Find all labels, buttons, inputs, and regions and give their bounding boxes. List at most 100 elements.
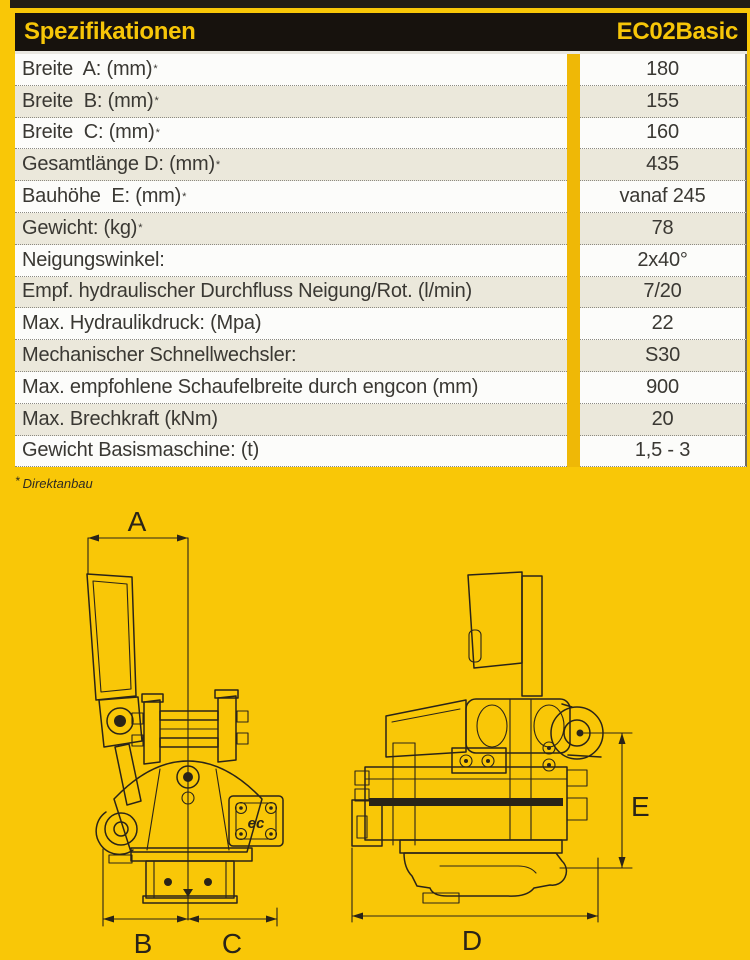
dim-label-e: E xyxy=(631,791,650,822)
spec-label: Max. Brechkraft (kNm) xyxy=(22,407,218,430)
dim-label-d: D xyxy=(462,925,482,956)
spec-value-cell: 155 xyxy=(580,85,747,118)
brand-logo-text: ec xyxy=(248,815,265,832)
spec-label-cell: Max. Hydraulikdruck: (Mpa) xyxy=(15,308,567,341)
spec-value: 180 xyxy=(646,57,679,80)
table-row: Breite A: (mm) * 180 xyxy=(15,54,747,86)
spec-label-cell: Bauhöhe E: (mm) * xyxy=(15,181,567,213)
spec-value: 435 xyxy=(646,153,679,176)
spec-value-cell: 7/20 xyxy=(580,276,747,309)
spec-value-cell: 1,5 - 3 xyxy=(580,435,747,468)
header-divider xyxy=(15,51,747,54)
spec-value: 22 xyxy=(651,312,674,335)
spec-value: 20 xyxy=(651,407,674,430)
top-border-band xyxy=(10,0,750,8)
spec-label-cell: Breite A: (mm) * xyxy=(15,54,567,86)
spec-value-cell: S30 xyxy=(580,340,747,372)
spec-value-cell: 900 xyxy=(580,371,747,404)
specification-table: Spezifikationen EC02Basic Breite A: (mm)… xyxy=(15,13,747,468)
model-name: EC02Basic xyxy=(616,18,739,45)
spec-label-cell: Max. empfohlene Schaufelbreite durch eng… xyxy=(15,371,567,404)
spec-label-cell: Neigungswinkel: xyxy=(15,244,567,277)
top-arm xyxy=(385,698,571,774)
column-separator xyxy=(567,212,580,245)
spec-label-cell: Max. Brechkraft (kNm) xyxy=(15,403,567,436)
tilt-cylinder-left xyxy=(86,573,143,806)
spec-label-cell: Breite C: (mm) * xyxy=(15,117,567,150)
spec-rows: Breite A: (mm) * 180 Breite B: (mm) * 155 … xyxy=(15,54,747,468)
technical-drawing: A xyxy=(86,506,650,959)
spec-label: Breite B: (mm) xyxy=(22,89,154,112)
column-separator xyxy=(567,244,580,277)
spec-label: Gewicht Basismaschine: (t) xyxy=(22,439,260,462)
spec-value-cell: 20 xyxy=(580,403,747,436)
table-row: Gewicht: (kg) * 78 xyxy=(15,212,747,245)
table-row: Breite C: (mm) * 160 xyxy=(15,117,747,150)
spec-label-cell: Empf. hydraulischer Durchfluss Neigung/R… xyxy=(15,276,567,309)
tilt-cylinder-right xyxy=(467,571,543,697)
spec-value-cell: 160 xyxy=(580,117,747,150)
right-view-drawing: E D xyxy=(351,571,650,956)
spec-label: Mechanischer Schnellwechsler: xyxy=(22,344,297,367)
table-row: Gewicht Basismaschine: (t) 1,5 - 3 xyxy=(15,435,747,468)
spec-label: Neigungswinkel: xyxy=(22,248,165,271)
dimension-b-c: B C xyxy=(102,848,278,959)
spec-value-cell: 180 xyxy=(580,54,747,86)
pivot-boss xyxy=(542,703,604,772)
spec-label-cell: Gewicht Basismaschine: (t) xyxy=(15,435,567,468)
column-separator xyxy=(567,117,580,150)
motor-box: ec xyxy=(228,795,284,847)
spec-value-cell: 435 xyxy=(580,149,747,182)
quick-coupler-right xyxy=(403,852,568,904)
column-separator xyxy=(567,54,580,86)
top-bracket xyxy=(131,689,249,765)
spec-label: Max. empfohlene Schaufelbreite durch eng… xyxy=(22,375,479,398)
spec-label-cell: Breite B: (mm) * xyxy=(15,85,567,118)
spec-value: 160 xyxy=(646,121,679,144)
spec-value: 900 xyxy=(646,375,679,398)
table-row: Neigungswinkel: 2x40° xyxy=(15,244,747,277)
column-separator xyxy=(567,435,580,468)
dimension-e: E xyxy=(559,732,650,869)
table-row: Max. Hydraulikdruck: (Mpa) 22 xyxy=(15,308,747,341)
spec-value: vanaf 245 xyxy=(619,185,706,208)
spec-label-cell: Gewicht: (kg) * xyxy=(15,212,567,245)
table-row: Breite B: (mm) * 155 xyxy=(15,85,747,118)
dimension-d: D xyxy=(351,847,599,956)
dim-label-b: B xyxy=(134,928,153,959)
spec-value: S30 xyxy=(645,344,680,367)
spec-label: Bauhöhe E: (mm) xyxy=(22,185,182,208)
footnote: * Direktanbau xyxy=(15,474,93,491)
spec-value: 7/20 xyxy=(643,280,682,303)
spec-value: 2x40° xyxy=(637,248,688,271)
spec-value: 1,5 - 3 xyxy=(634,439,691,462)
column-separator xyxy=(567,181,580,213)
column-separator xyxy=(567,340,580,372)
spec-label: Gewicht: (kg) xyxy=(22,216,138,239)
spec-value: 78 xyxy=(651,216,674,239)
column-separator xyxy=(567,371,580,404)
table-row: Mechanischer Schnellwechsler: S30 xyxy=(15,340,747,372)
left-view-drawing: A xyxy=(86,506,284,959)
footnote-text: Direktanbau xyxy=(22,476,93,491)
spec-label: Empf. hydraulischer Durchfluss Neigung/R… xyxy=(22,280,472,303)
table-row: Gesamtlänge D: (mm) * 435 xyxy=(15,149,747,182)
dim-label-a: A xyxy=(128,506,147,537)
table-row: Bauhöhe E: (mm) * vanaf 245 xyxy=(15,181,747,213)
spec-label: Gesamtlänge D: (mm) xyxy=(22,153,215,176)
spec-value-cell: 2x40° xyxy=(580,244,747,277)
spec-label: Breite C: (mm) xyxy=(22,121,155,144)
column-separator xyxy=(567,85,580,118)
spec-value-cell: 22 xyxy=(580,308,747,341)
dim-label-c: C xyxy=(222,928,242,959)
table-row: Max. Brechkraft (kNm) 20 xyxy=(15,403,747,436)
footnote-asterisk: * xyxy=(15,474,20,488)
spec-label: Max. Hydraulikdruck: (Mpa) xyxy=(22,312,262,335)
spec-value: 155 xyxy=(646,89,679,112)
spec-label-cell: Mechanischer Schnellwechsler: xyxy=(15,340,567,372)
spec-value-cell: vanaf 245 xyxy=(580,181,747,213)
table-row: Max. empfohlene Schaufelbreite durch eng… xyxy=(15,371,747,404)
table-header: Spezifikationen EC02Basic xyxy=(15,13,747,51)
column-separator xyxy=(567,308,580,341)
